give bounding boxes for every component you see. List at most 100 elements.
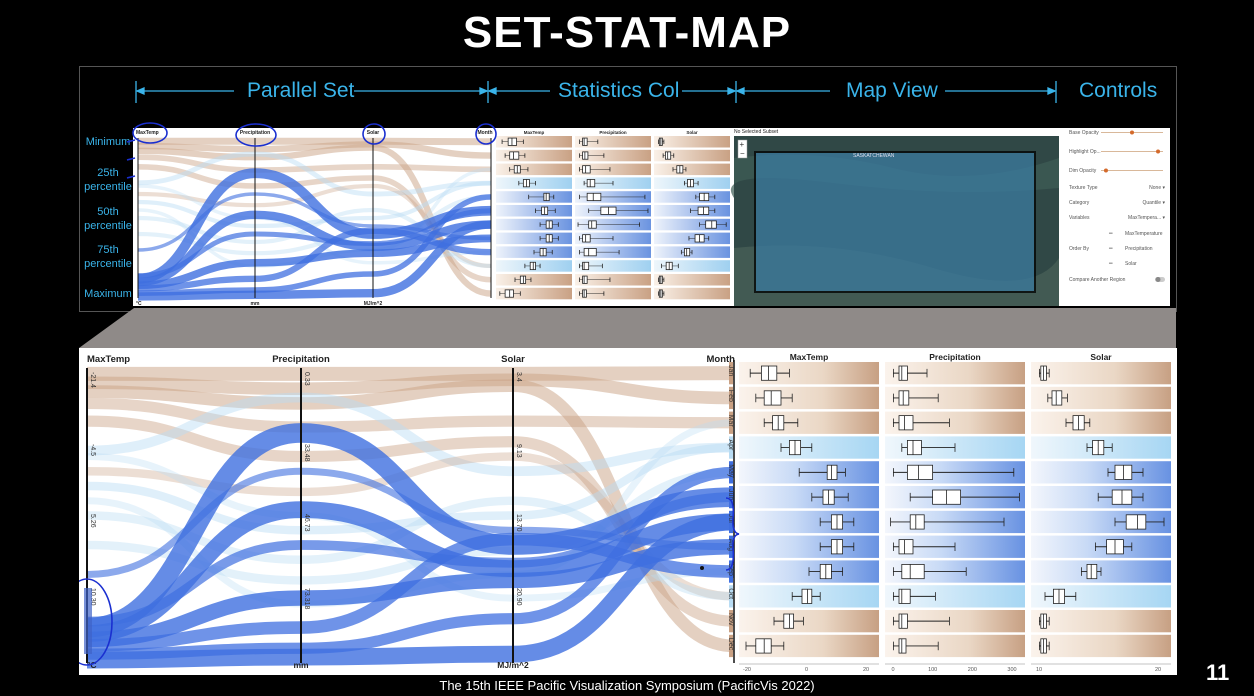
month-bar[interactable] <box>729 585 733 608</box>
stat-row-bg <box>575 287 651 300</box>
month-bar[interactable] <box>729 461 733 484</box>
ribbon[interactable] <box>86 366 735 381</box>
order-drag-handle-icon[interactable]: ═ <box>1108 231 1113 237</box>
mini-axis-title: Month <box>478 130 493 136</box>
stat-row-bg <box>885 610 1025 633</box>
control-slider-thumb[interactable] <box>1103 168 1108 173</box>
boxplot-box <box>761 365 778 381</box>
parallel-set-ribbons[interactable] <box>86 366 735 669</box>
annotation-brace <box>725 497 740 571</box>
order-drag-handle-icon[interactable]: ═ <box>1108 246 1113 252</box>
ribbon[interactable] <box>86 467 735 578</box>
control-select-label: Variables <box>1069 215 1090 221</box>
stat-row-bg <box>654 136 730 148</box>
month-bar[interactable] <box>729 386 733 410</box>
stat-row-bg <box>885 585 1025 608</box>
month-bar[interactable] <box>729 486 733 509</box>
month-bar[interactable] <box>729 362 733 385</box>
axis-tick-label: 46.73 <box>303 514 310 532</box>
control-select-value[interactable]: MaxTempera... ▾ <box>1128 215 1165 221</box>
order-drag-handle-icon[interactable]: ═ <box>1108 261 1113 267</box>
ribbon[interactable] <box>86 423 735 638</box>
month-bar[interactable] <box>729 510 733 534</box>
percentile-label-75: 75th percentile <box>84 244 132 270</box>
axis-title-solar: Solar <box>501 354 525 365</box>
month-bar[interactable] <box>729 610 733 633</box>
ribbon[interactable] <box>137 220 492 301</box>
map-zoom-control[interactable] <box>737 139 748 159</box>
stat-row-bg <box>496 218 572 231</box>
ribbon[interactable] <box>86 397 735 433</box>
selected-bin-highlight <box>84 588 92 654</box>
stat-row-bg <box>885 411 1025 434</box>
ribbon[interactable] <box>137 137 492 146</box>
month-bar[interactable] <box>729 411 733 434</box>
ribbon[interactable] <box>86 513 735 669</box>
stat-row-bg <box>885 634 1025 658</box>
stat-row-bg <box>496 274 572 286</box>
boxplot-box <box>898 588 911 604</box>
ribbon[interactable] <box>86 373 735 405</box>
ribbon[interactable] <box>86 379 735 653</box>
axis-tick-label: 9.13 <box>515 444 522 458</box>
map-zoom-out-button[interactable]: − <box>740 149 745 158</box>
ribbon[interactable] <box>86 443 735 535</box>
month-bar[interactable] <box>729 436 733 459</box>
boxplot-box <box>901 564 925 580</box>
ribbon[interactable] <box>137 151 492 197</box>
boxplot-box <box>586 179 596 188</box>
order-item[interactable]: MaxTemperature <box>1125 231 1163 237</box>
control-slider-thumb[interactable] <box>1130 130 1134 135</box>
axis-tick-label: 13.70 <box>515 514 522 532</box>
ribbon[interactable] <box>137 141 492 159</box>
map-view[interactable]: No Selected Subset SASKATCHEWAN + − <box>730 129 1059 306</box>
stat-row-bg <box>1031 461 1171 484</box>
toggle-knob[interactable] <box>1155 277 1161 282</box>
boxplot-box <box>898 539 914 555</box>
slide-footer: The 15th IEEE Pacific Visualization Symp… <box>439 678 815 693</box>
axis-tick-label: 10.30 <box>89 588 96 606</box>
zoom-connector <box>79 308 1176 348</box>
axis-unit: mm <box>293 660 309 670</box>
ribbon[interactable] <box>86 392 735 477</box>
mini-axis-title: MaxTemp <box>136 130 159 136</box>
month-bar[interactable] <box>729 634 733 658</box>
boxplot-box <box>582 165 591 174</box>
control-select-value[interactable]: Quantile ▾ <box>1142 200 1165 206</box>
month-label: Apr <box>727 439 734 451</box>
stat-row-bg <box>654 287 730 300</box>
order-item[interactable]: Solar <box>1125 261 1137 267</box>
boxplot-box <box>783 613 794 629</box>
map-header: No Selected Subset <box>734 129 779 135</box>
ribbon[interactable] <box>137 192 492 252</box>
control-select-label: Texture Type <box>1069 185 1098 191</box>
control-slider-thumb[interactable] <box>1156 149 1161 154</box>
stat-row-bg <box>496 163 572 176</box>
axis-tick-label: 5.26 <box>89 514 96 528</box>
ribbon[interactable] <box>137 154 492 173</box>
control-select-value[interactable]: None ▾ <box>1149 185 1165 191</box>
boxplot-box <box>898 638 907 654</box>
boxplot-box <box>509 151 520 160</box>
ribbon[interactable] <box>137 164 492 283</box>
stats-axis-tick: 200 <box>968 667 977 673</box>
overview-visualization: MaxTemp °C Precipitation mm Solar MJ/m^2 Month… <box>133 128 1170 306</box>
stat-row-bg <box>1031 362 1171 385</box>
ribbon[interactable] <box>137 168 492 284</box>
boxplot-box <box>898 613 908 629</box>
boxplot-box <box>1086 564 1098 580</box>
ribbon[interactable] <box>137 208 492 279</box>
map-zoom-in-button[interactable]: + <box>740 140 745 149</box>
stats-column-title: Solar <box>1090 352 1112 362</box>
ribbon[interactable] <box>86 492 735 627</box>
boxplot-box <box>582 261 590 271</box>
order-item[interactable]: Precipitation <box>1125 246 1153 252</box>
month-bar[interactable] <box>729 535 733 558</box>
control-slider-label: Base Opacity <box>1069 130 1099 136</box>
statistics-column: MaxTemp -20 0 20 Precipitation 0 100 200 300 Sola… <box>739 352 1171 673</box>
slide-number: 11 <box>1206 660 1230 685</box>
stat-row-bg <box>654 274 730 286</box>
percentile-label-50: 50th percentile <box>84 206 132 232</box>
month-bar[interactable] <box>729 560 733 583</box>
month-label: Jun <box>727 489 734 500</box>
